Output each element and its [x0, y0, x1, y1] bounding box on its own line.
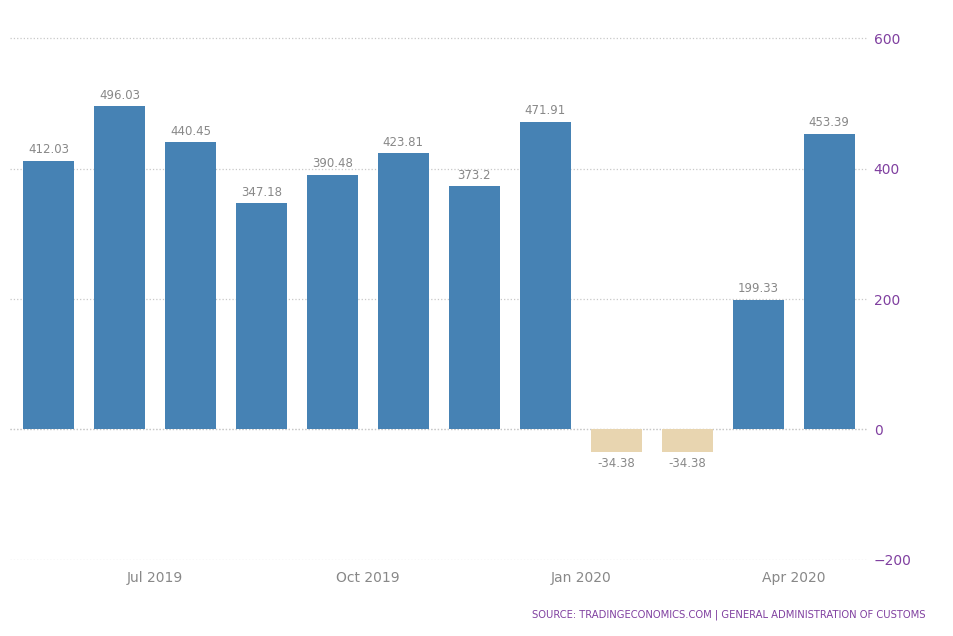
Bar: [590, 429, 641, 452]
Text: -34.38: -34.38: [597, 457, 635, 470]
Bar: [661, 429, 712, 452]
Bar: [448, 186, 499, 429]
Bar: [377, 153, 429, 429]
Text: -34.38: -34.38: [668, 457, 705, 470]
Text: 390.48: 390.48: [312, 158, 353, 170]
Text: SOURCE: TRADINGECONOMICS.COM | GENERAL ADMINISTRATION OF CUSTOMS: SOURCE: TRADINGECONOMICS.COM | GENERAL A…: [532, 609, 924, 620]
Bar: [307, 175, 357, 429]
Bar: [94, 106, 145, 429]
Bar: [235, 203, 287, 429]
Text: 440.45: 440.45: [170, 125, 211, 138]
Text: 347.18: 347.18: [241, 186, 282, 198]
Text: 423.81: 423.81: [382, 135, 423, 149]
Bar: [23, 161, 74, 429]
Bar: [732, 300, 782, 429]
Text: 199.33: 199.33: [737, 282, 778, 295]
Bar: [802, 134, 854, 429]
Text: 453.39: 453.39: [808, 116, 849, 130]
Text: 373.2: 373.2: [457, 169, 491, 182]
Bar: [519, 122, 570, 429]
Text: 471.91: 471.91: [524, 104, 565, 118]
Text: 496.03: 496.03: [99, 88, 140, 102]
Bar: [165, 142, 215, 429]
Text: 412.03: 412.03: [28, 143, 69, 156]
